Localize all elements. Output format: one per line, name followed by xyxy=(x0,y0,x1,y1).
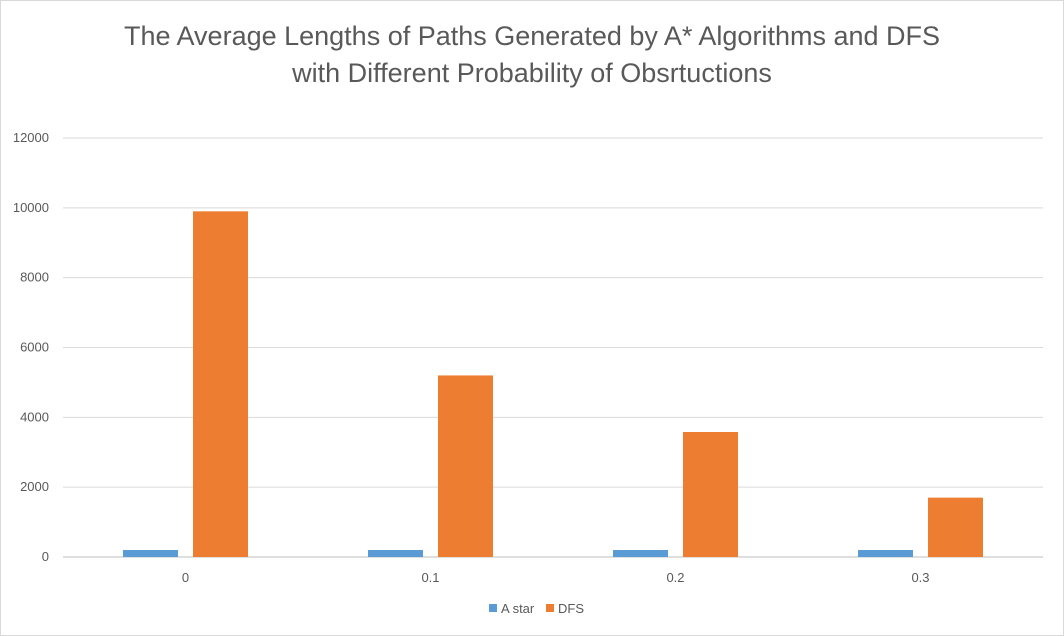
bar-dfs-0-3 xyxy=(928,497,983,557)
chart-title: The Average Lengths of Paths Generated b… xyxy=(124,21,940,88)
y-tick-label: 0 xyxy=(42,549,49,564)
bars xyxy=(123,211,983,557)
x-tick-label: 0.2 xyxy=(666,570,684,585)
legend: A star DFS xyxy=(489,601,584,616)
bar-dfs-0-2 xyxy=(683,431,738,557)
y-axis-tick-labels: 0 2000 4000 6000 8000 10000 12000 xyxy=(13,130,49,564)
x-tick-label: 0.3 xyxy=(911,570,929,585)
legend-label-dfs: DFS xyxy=(558,601,584,616)
bar-a-star-0-2 xyxy=(613,550,668,557)
legend-swatch-dfs xyxy=(546,604,554,612)
y-tick-label: 4000 xyxy=(20,409,49,424)
chart-title-line-1: The Average Lengths of Paths Generated b… xyxy=(124,21,940,51)
bar-a-star-0-3 xyxy=(858,550,913,557)
bar-dfs-0 xyxy=(193,211,248,557)
y-tick-label: 8000 xyxy=(20,270,49,285)
x-axis-tick-labels: 0 0.1 0.2 0.3 xyxy=(182,570,930,585)
bar-a-star-0 xyxy=(123,550,178,557)
y-tick-label: 10000 xyxy=(13,200,49,215)
x-tick-label: 0 xyxy=(182,570,189,585)
x-tick-label: 0.1 xyxy=(421,570,439,585)
bar-a-star-0-1 xyxy=(368,550,423,557)
y-tick-label: 6000 xyxy=(20,340,49,355)
legend-label-a-star: A star xyxy=(501,601,535,616)
legend-swatch-a-star xyxy=(489,604,497,612)
bar-dfs-0-1 xyxy=(438,375,493,557)
chart-title-line-2: with Different Probability of Obsrtuctio… xyxy=(291,58,772,88)
y-tick-label: 2000 xyxy=(20,479,49,494)
y-tick-label: 12000 xyxy=(13,130,49,145)
